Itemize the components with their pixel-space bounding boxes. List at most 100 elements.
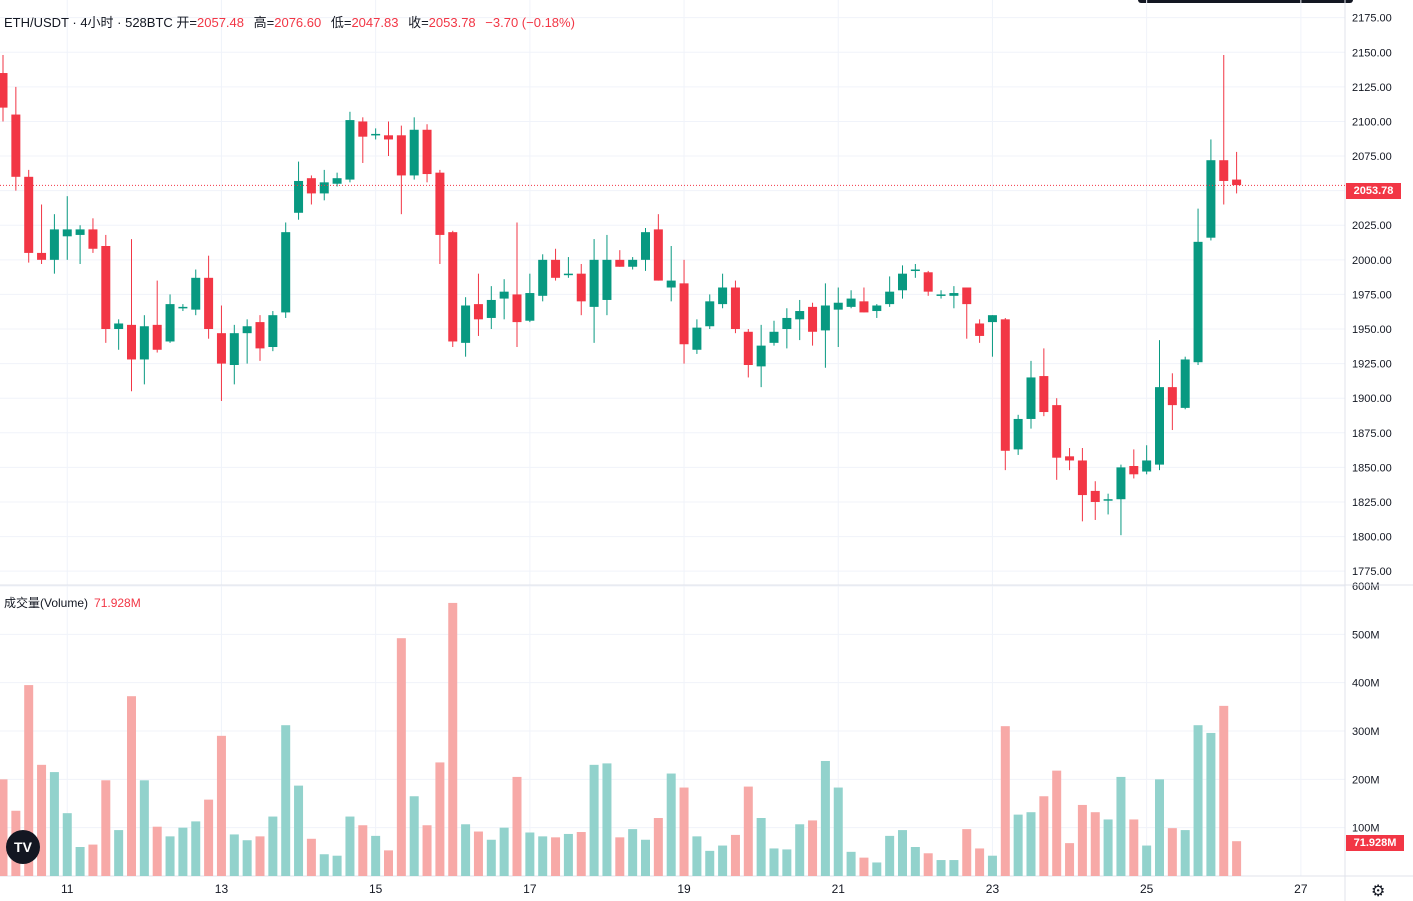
candle-body — [795, 311, 805, 320]
volume-bar — [101, 780, 111, 876]
volume-bar — [371, 835, 381, 876]
volume-bar — [204, 799, 214, 876]
candle-body — [1116, 467, 1126, 500]
candle-body — [1039, 376, 1049, 413]
candle-body — [782, 317, 792, 330]
volume-bar — [679, 787, 689, 876]
volume-bar — [576, 832, 586, 876]
high-value: 2076.60 — [274, 15, 322, 30]
candle-body — [705, 301, 715, 327]
volume-label[interactable]: 成交量(Volume) — [4, 596, 89, 610]
candle-body — [24, 176, 34, 253]
volume-bar — [75, 847, 85, 876]
candle-body — [666, 280, 676, 288]
volume-bar — [846, 851, 856, 876]
candle-body — [1206, 160, 1216, 238]
volume-bar — [1052, 770, 1062, 876]
volume-bar — [705, 850, 715, 876]
candle-body — [975, 323, 985, 336]
candle-body — [448, 232, 458, 342]
volume-bar — [1219, 705, 1229, 876]
time-tick-label: 19 — [677, 882, 691, 896]
tradingview-logo[interactable]: TV — [6, 830, 40, 864]
price-tick-label: 2175.00 — [1352, 13, 1392, 25]
volume-bar — [743, 786, 753, 876]
volume-tick-label: 100M — [1352, 823, 1380, 835]
price-tick-label: 2025.00 — [1352, 220, 1392, 232]
candle-body — [949, 293, 959, 296]
close-value: 2053.78 — [428, 15, 476, 30]
price-tick-label: 1950.00 — [1352, 324, 1392, 336]
price-tick-label: 1825.00 — [1352, 497, 1392, 509]
candle-body — [486, 299, 496, 318]
top-toolbar-edge — [1138, 0, 1353, 3]
gear-icon[interactable]: ⚙ — [1371, 883, 1386, 900]
volume-bar — [769, 848, 779, 876]
volume-bar — [229, 834, 239, 876]
candle-body — [371, 133, 381, 136]
volume-bar — [62, 813, 72, 876]
candle-body — [512, 294, 522, 323]
candle-body — [1013, 418, 1023, 450]
symbol-title[interactable]: ETH/USDT · 4小时 · 528BTC — [4, 15, 173, 30]
volume-bar — [319, 854, 329, 876]
volume-bar — [1116, 776, 1126, 876]
candle-body — [898, 273, 907, 291]
candle-body — [255, 322, 265, 349]
price-tick-label: 1975.00 — [1352, 289, 1392, 301]
candle-body — [358, 121, 368, 137]
candle-body — [538, 259, 548, 296]
candle-body — [718, 287, 728, 305]
candle-body — [409, 129, 419, 176]
candle-body — [11, 114, 21, 177]
volume-bar — [692, 836, 702, 876]
candle-body — [435, 172, 445, 235]
candle-body — [281, 232, 291, 313]
candle-body — [1077, 460, 1087, 496]
candle-body — [306, 178, 316, 194]
volume-bar — [268, 816, 278, 876]
price-tick-label: 2075.00 — [1352, 151, 1392, 163]
candle-body — [1232, 179, 1242, 186]
candle-body — [1193, 241, 1203, 363]
open-label: 开= — [176, 15, 198, 30]
volume-bar — [615, 837, 625, 876]
candle-body — [525, 293, 535, 321]
volume-bar — [1142, 845, 1152, 876]
price-tick-label: 2125.00 — [1352, 82, 1392, 94]
volume-bar — [730, 834, 740, 876]
volume-bar — [294, 785, 304, 876]
candle-body — [1180, 359, 1190, 408]
volume-bar — [653, 818, 663, 876]
candle-body — [345, 120, 355, 180]
volume-bar — [718, 845, 728, 876]
candle-body — [628, 259, 638, 267]
volume-bar — [114, 830, 124, 876]
candle-body — [987, 315, 997, 323]
volume-bar — [1155, 779, 1164, 876]
volume-bar — [512, 776, 522, 876]
candle-body — [936, 294, 946, 296]
volume-tick-label: 300M — [1352, 726, 1380, 738]
volume-bar — [833, 787, 843, 876]
volume-bar — [1232, 841, 1242, 876]
volume-bar — [486, 839, 496, 876]
volume-bar — [332, 855, 342, 876]
volume-bar — [885, 835, 895, 876]
candle-body — [808, 306, 818, 332]
open-value: 2057.48 — [197, 15, 245, 30]
candle-body — [0, 73, 8, 108]
candle-body — [1090, 490, 1100, 502]
volume-bar — [422, 825, 432, 876]
candle-body — [1219, 160, 1229, 181]
candle-body — [1129, 466, 1139, 475]
volume-bar — [898, 830, 907, 876]
volume-bar — [641, 839, 650, 876]
price-tick-label: 2000.00 — [1352, 255, 1392, 267]
candle-body — [1026, 377, 1036, 419]
volume-bar — [795, 824, 805, 876]
candle-body — [692, 327, 702, 350]
volume-bar — [49, 772, 59, 876]
volume-bar — [139, 780, 149, 876]
